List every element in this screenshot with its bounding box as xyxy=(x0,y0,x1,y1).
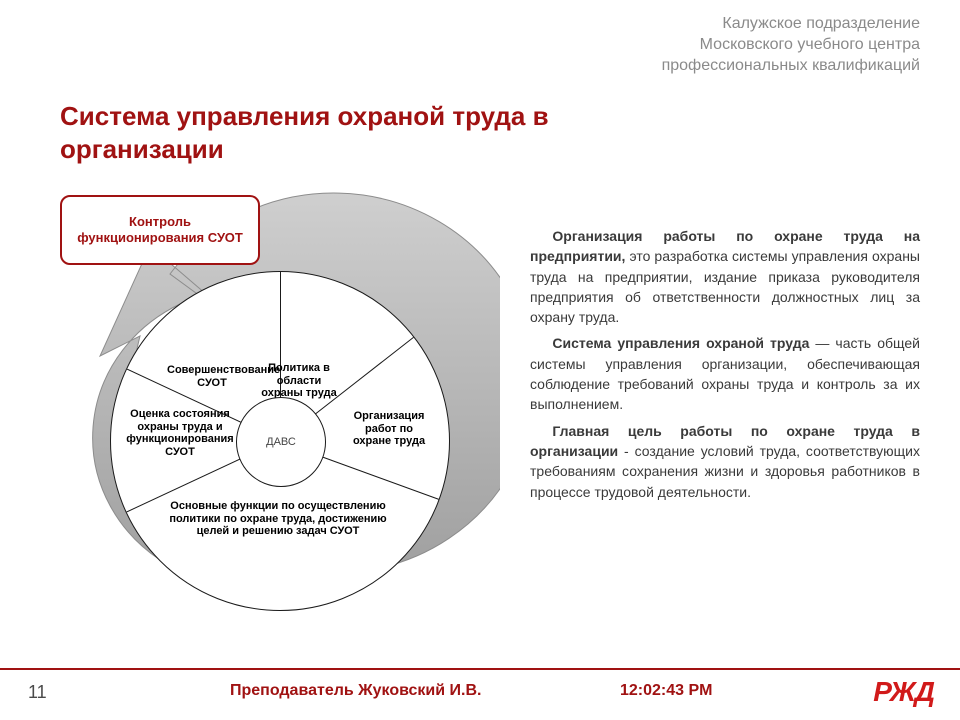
paragraph: Главная цель работы по охране труда в ор… xyxy=(530,421,920,502)
footer-rule xyxy=(0,668,960,670)
timestamp: 12:02:43 PM xyxy=(620,682,713,700)
callout-box: Контроль функционирования СУОТ xyxy=(60,195,260,265)
org-header: Калужское подразделение Московского учеб… xyxy=(662,14,920,76)
slide: Калужское подразделение Московского учеб… xyxy=(0,0,960,720)
header-line: Московского учебного центра xyxy=(662,35,920,56)
page-number: 11 xyxy=(28,682,47,703)
center-hub: ДАВС xyxy=(236,397,326,487)
rzd-logo: РЖД xyxy=(873,676,934,708)
sector-label: Оценка состояния охраны труда и функцион… xyxy=(125,408,235,459)
header-line: Калужское подразделение xyxy=(662,14,920,35)
callout-text: Контроль функционирования СУОТ xyxy=(72,214,248,245)
sector-label: Основные функции по осуществлению полити… xyxy=(167,500,389,538)
paragraph: Организация работы по охране труда на пр… xyxy=(530,226,920,327)
footer: 11 Преподаватель Жуковский И.В. 12:02:43… xyxy=(0,668,960,720)
header-line: профессиональных квалификаций xyxy=(662,56,920,77)
sector-label: Организация работ по охране труда xyxy=(349,410,429,448)
center-label: ДАВС xyxy=(266,436,296,448)
para-bold: Система управления охраной труда xyxy=(552,335,809,351)
teacher-label: Преподаватель Жуковский И.В. xyxy=(230,682,482,700)
sector-label: Совершенствование СУОТ xyxy=(167,364,257,389)
paragraph: Система управления охраной труда — часть… xyxy=(530,333,920,414)
disc: Политика в области охраны труда Организа… xyxy=(110,271,450,611)
body-text: Организация работы по охране труда на пр… xyxy=(530,226,920,508)
page-title: Система управления охраной труда в орган… xyxy=(60,100,680,165)
